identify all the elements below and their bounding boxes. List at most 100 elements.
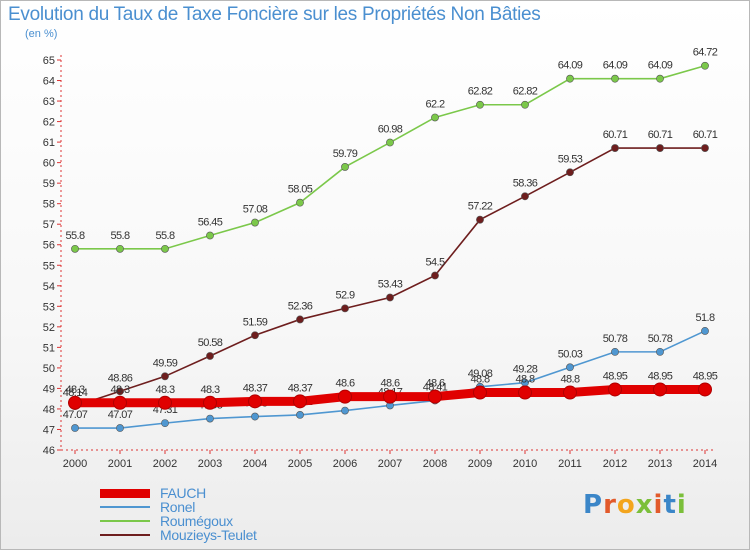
x-tick-label: 2010 (513, 458, 537, 470)
data-label-roumegoux: 55.8 (155, 230, 174, 242)
logo-letter: x (635, 490, 654, 520)
point-fauch (293, 394, 307, 409)
data-label-mouzieys-teulet: 49.59 (153, 357, 178, 369)
point-roumegoux (566, 74, 574, 83)
point-fauch (608, 382, 622, 397)
point-mouzieys-teulet (431, 271, 439, 280)
logo-letter: i (653, 490, 664, 520)
point-mouzieys-teulet (296, 315, 304, 324)
series-line-roumegoux (75, 64, 706, 250)
point-roumegoux (206, 231, 214, 240)
point-roumegoux (431, 113, 439, 122)
point-mouzieys-teulet (251, 331, 259, 340)
data-label-roumegoux: 59.79 (333, 148, 358, 160)
legend-swatch (100, 520, 150, 522)
data-label-mouzieys-teulet: 58.36 (513, 177, 538, 189)
legend-item: Ronel (100, 499, 195, 515)
data-label-fauch: 48.8 (560, 374, 579, 386)
data-label-roumegoux: 62.82 (468, 86, 493, 98)
data-label-ronel: 50.78 (603, 333, 628, 345)
data-label-mouzieys-teulet: 57.22 (468, 201, 493, 213)
point-roumegoux (611, 74, 619, 83)
data-label-ronel: 49.08 (468, 368, 493, 380)
y-tick-label: 57 (43, 219, 55, 231)
data-label-ronel: 47.07 (63, 409, 88, 421)
x-tick-label: 2005 (288, 458, 312, 470)
data-label-mouzieys-teulet: 52.36 (288, 300, 313, 312)
point-fauch (563, 385, 577, 400)
data-label-ronel: 50.78 (648, 333, 673, 345)
y-tick-label: 46 (43, 445, 55, 457)
point-roumegoux (161, 244, 169, 253)
point-mouzieys-teulet (521, 192, 529, 201)
point-fauch (248, 394, 262, 409)
data-label-fauch: 48.3 (200, 384, 219, 396)
legend-swatch (100, 506, 150, 508)
y-tick-label: 58 (43, 199, 55, 211)
y-tick-label: 55 (43, 260, 55, 272)
x-tick-label: 2013 (648, 458, 672, 470)
logo-letter: i (676, 490, 687, 520)
x-tick-label: 2003 (198, 458, 222, 470)
point-mouzieys-teulet (386, 293, 394, 302)
point-roumegoux (341, 163, 349, 171)
data-label-fauch: 48.6 (380, 378, 399, 390)
data-label-ronel: 50.03 (558, 348, 583, 360)
x-tick-label: 2006 (333, 458, 357, 470)
data-label-mouzieys-teulet: 54.5 (425, 257, 444, 269)
data-label-roumegoux: 64.09 (558, 60, 583, 72)
y-tick-label: 56 (43, 240, 55, 252)
data-label-fauch: 48.8 (515, 374, 534, 386)
point-roumegoux (386, 138, 394, 147)
logo-letter: r (603, 490, 617, 520)
data-label-roumegoux: 57.08 (243, 204, 268, 216)
data-label-mouzieys-teulet: 60.71 (693, 129, 718, 141)
x-tick-label: 2002 (153, 458, 177, 470)
point-fauch (68, 395, 82, 410)
point-ronel (566, 363, 574, 372)
data-label-mouzieys-teulet: 50.58 (198, 337, 223, 349)
point-ronel (341, 406, 349, 415)
point-fauch (338, 389, 352, 404)
data-label-roumegoux: 64.09 (603, 60, 628, 72)
point-roumegoux (701, 61, 709, 70)
data-label-ronel: 47.07 (108, 409, 133, 421)
point-mouzieys-teulet (701, 144, 709, 152)
point-ronel (71, 424, 79, 432)
y-tick-label: 47 (43, 424, 55, 436)
x-tick-label: 2012 (603, 458, 627, 470)
data-label-fauch: 48.95 (603, 370, 628, 382)
data-label-ronel: 48.41 (423, 382, 448, 394)
point-fauch (203, 395, 217, 410)
legend-item: Roumégoux (100, 513, 233, 529)
point-fauch (518, 385, 532, 400)
data-label-roumegoux: 64.09 (648, 60, 673, 72)
x-tick-label: 2004 (243, 458, 267, 470)
point-mouzieys-teulet (476, 215, 484, 224)
y-tick-label: 60 (43, 158, 55, 170)
point-ronel (116, 424, 124, 432)
legend-label: FAUCH (160, 485, 206, 501)
legend-swatch (100, 488, 150, 498)
data-label-fauch: 48.8 (470, 374, 489, 386)
y-tick-label: 48 (43, 404, 55, 416)
point-fauch (428, 389, 442, 404)
proxiti-logo: Proxiti (583, 490, 687, 520)
x-tick-label: 2007 (378, 458, 402, 470)
data-label-mouzieys-teulet: 60.71 (648, 129, 673, 141)
point-roumegoux (656, 74, 664, 83)
data-label-mouzieys-teulet: 59.53 (558, 153, 583, 165)
data-label-fauch: 48.3 (65, 384, 84, 396)
x-tick-label: 2009 (468, 458, 492, 470)
point-ronel (161, 419, 169, 428)
data-label-mouzieys-teulet: 52.9 (335, 289, 354, 301)
point-roumegoux (476, 100, 484, 109)
point-ronel (701, 327, 709, 335)
data-label-roumegoux: 55.8 (65, 230, 84, 242)
legend-label: Mouzieys-Teulet (160, 527, 257, 543)
legend-label: Roumégoux (160, 513, 233, 529)
data-label-fauch: 48.95 (648, 370, 673, 382)
point-ronel (206, 414, 214, 423)
data-label-mouzieys-teulet: 51.59 (243, 316, 268, 328)
